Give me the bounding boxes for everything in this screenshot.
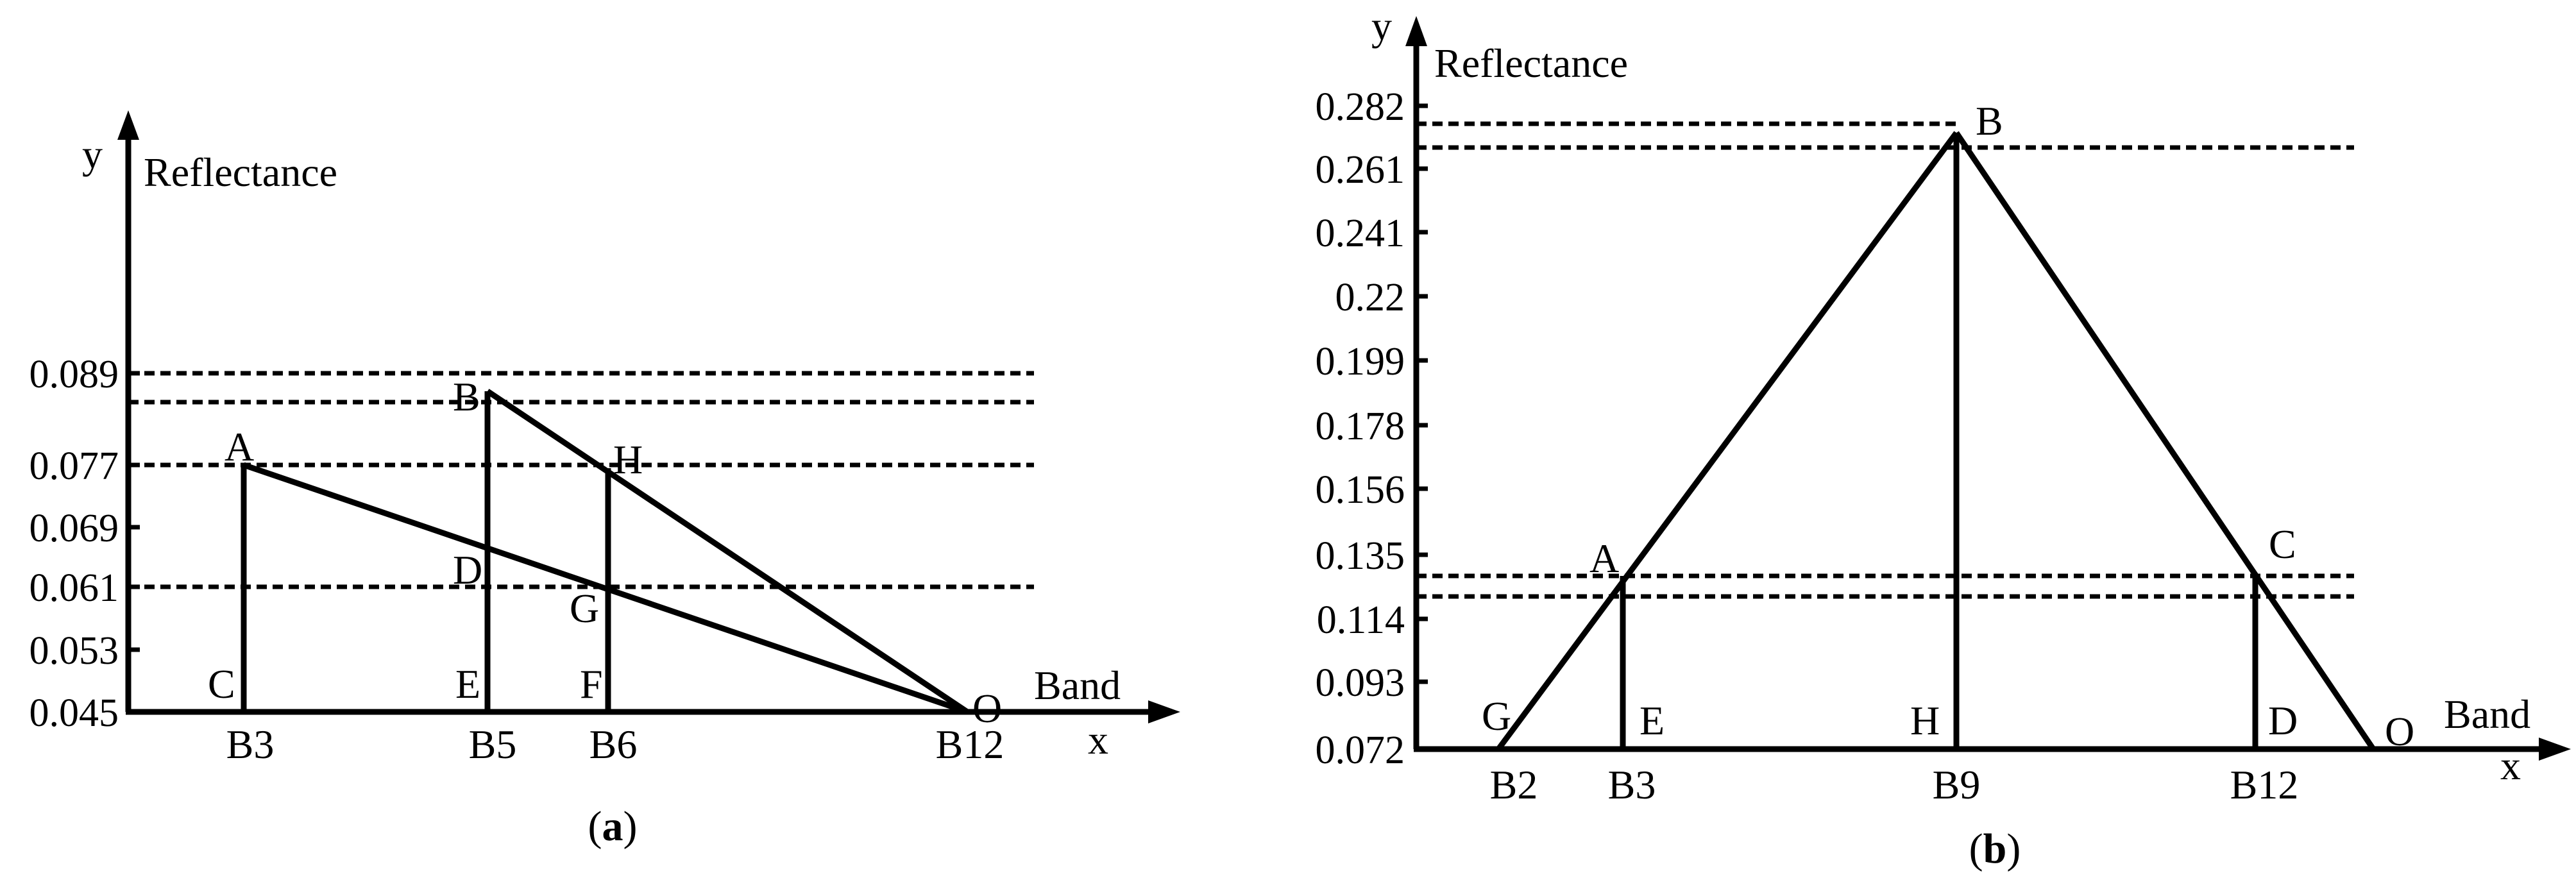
panel-a-band-label: B3: [226, 722, 275, 767]
panel-a-y-tick-label: 0.069: [30, 507, 119, 550]
panel-b-y-tick-label: 0.072: [1316, 729, 1405, 772]
panel-a-y-axis-arrow-icon: [117, 110, 139, 140]
panel-b-band-label: B2: [1490, 762, 1538, 807]
panel-a-y-tick-label: 0.053: [30, 629, 119, 673]
panel-b-y-tick-label: 0.282: [1316, 85, 1405, 129]
panel-b-band-label: B9: [1933, 762, 1981, 807]
panel-b-y-tick-label: 0.22: [1335, 276, 1405, 319]
panel-b-x-axis-arrow-icon: [2539, 738, 2571, 761]
panel-b-point-label-G: G: [1482, 693, 1511, 739]
panel-b-band-label: B3: [1608, 762, 1656, 807]
panel-a-x-axis-arrow-icon: [1148, 700, 1180, 723]
panel-a-point-label-E: E: [455, 661, 480, 707]
panel-a-x-axis-title: Band: [1034, 663, 1121, 708]
panel-b: 0.282 0.261 0.241 0.22 0.199 0.178 0.156…: [1316, 3, 2571, 872]
panel-a-y-axis-letter: y: [82, 131, 103, 177]
panel-b-point-label-O: O: [2385, 709, 2414, 754]
panel-b-x-axis-title: Band: [2444, 691, 2530, 737]
panel-a-point-label-O: O: [972, 686, 1002, 731]
panel-a-point-label-C: C: [208, 661, 235, 707]
panel-a-point-label-B: B: [453, 374, 480, 419]
panel-b-point-label-C: C: [2269, 521, 2296, 567]
panel-a-point-label-G: G: [570, 586, 599, 631]
panel-a-x-axis-letter: x: [1088, 717, 1108, 763]
panel-a-point-label-F: F: [580, 661, 603, 707]
panel-a-point-label-A: A: [225, 424, 254, 469]
panel-a-band-label: B6: [589, 722, 638, 767]
panel-a-band-label: B5: [469, 722, 517, 767]
panel-b-y-tick-label: 0.261: [1316, 148, 1405, 192]
panel-b-line-BO: [1954, 131, 2376, 751]
panel-a-point-label-D: D: [453, 547, 482, 593]
panel-b-y-axis-letter: y: [1371, 3, 1392, 49]
panel-b-y-tick-label: 0.093: [1316, 661, 1405, 705]
panel-a-band-label: B12: [936, 722, 1004, 767]
panel-a-caption: (a): [588, 803, 638, 850]
panel-b-point-label-D: D: [2268, 698, 2298, 743]
panel-b-y-axis-title: Reflectance: [1434, 40, 1628, 86]
panel-b-line-GB: [1496, 131, 1959, 751]
panel-b-point-label-E: E: [1640, 698, 1665, 743]
panel-a-line-BO: [486, 389, 969, 714]
panel-b-point-label-B: B: [1976, 98, 2003, 144]
panel-b-y-tick-label: 0.178: [1316, 405, 1405, 448]
panel-b-y-tick-label: 0.241: [1316, 212, 1405, 255]
panel-a-y-tick-label: 0.045: [30, 691, 119, 735]
panel-a: 0.089 0.077 0.069 0.061 0.053 0.045 y Re…: [30, 110, 1180, 850]
panel-b-y-tick-label: 0.156: [1316, 468, 1405, 512]
panel-b-point-label-H: H: [1910, 698, 1940, 743]
panel-b-y-tick-label: 0.199: [1316, 340, 1405, 384]
panel-a-point-label-H: H: [613, 437, 643, 482]
panel-b-y-tick-label: 0.114: [1317, 598, 1405, 642]
panel-b-caption: (b): [1969, 825, 2021, 872]
panel-b-point-label-A: A: [1589, 536, 1619, 581]
panel-a-line-AO: [242, 462, 969, 715]
panel-b-y-axis-arrow-icon: [1405, 16, 1427, 46]
panel-a-y-tick-label: 0.077: [30, 444, 119, 488]
panel-b-x-axis-letter: x: [2500, 743, 2521, 788]
panel-b-y-tick-label: 0.135: [1316, 534, 1405, 578]
panel-b-band-label: B12: [2230, 762, 2299, 807]
panel-a-y-tick-label: 0.061: [30, 566, 119, 610]
panel-a-y-axis-title: Reflectance: [144, 149, 337, 195]
panel-a-y-tick-label: 0.089: [30, 353, 119, 396]
